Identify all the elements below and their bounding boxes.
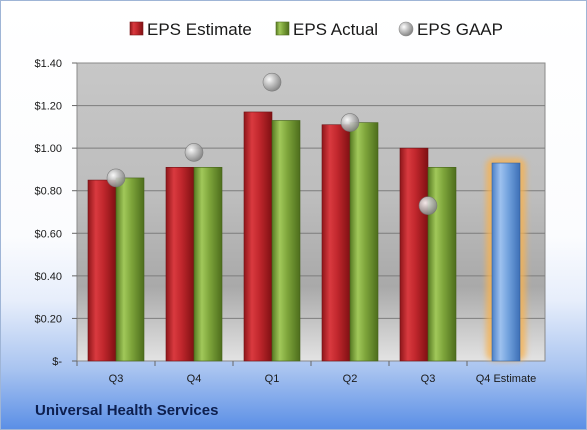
marker-eps-gaap [340,113,360,132]
x-tick-label: Q1 [265,373,280,385]
y-tick-label: $0.40 [34,271,62,283]
bar-eps-actual [193,167,223,362]
legend-label-gaap: EPS GAAP [417,20,503,39]
bars [87,111,526,362]
bar-eps-estimate [165,167,195,362]
bar-eps-actual [271,120,301,362]
y-tick-label: $- [52,356,62,368]
legend-label-estimate: EPS Estimate [147,20,252,39]
bar-eps-estimate [321,124,351,362]
marker-eps-gaap [106,168,126,188]
legend-item-gaap: EPS GAAP [398,20,503,39]
bar-eps-actual [427,167,457,362]
bar-eps-actual [115,177,145,362]
x-tick-label: Q4 Estimate [476,373,537,385]
marker-eps-gaap [418,196,438,215]
y-tick-label: $0.60 [34,228,62,240]
x-tick-label: Q2 [343,373,358,385]
bar-forecast [491,162,521,362]
legend-label-actual: EPS Actual [293,20,378,39]
y-tick-label: $1.20 [34,101,62,113]
gridlines [77,105,545,319]
y-tick-label: $1.00 [34,143,62,155]
x-tick-label: Q4 [187,373,202,385]
legend-swatch-estimate [129,21,144,36]
x-axis: Q3 Q4 Q1 Q2 Q3 Q4 Estimate [76,361,537,385]
bar-eps-estimate [399,147,429,362]
x-tick-label: Q3 [109,373,124,385]
gaap-markers [106,72,438,215]
y-tick-label: $1.40 [34,58,62,70]
y-axis: $- $0.20 $0.40 $0.60 $0.80 $1.00 $1.20 $1.40 [34,58,77,368]
y-tick-label: $0.80 [34,186,62,198]
legend-swatch-gaap [398,21,414,37]
legend-item-estimate: EPS Estimate [129,20,252,39]
y-tick-label: $0.20 [34,313,62,325]
marker-eps-gaap [184,143,204,162]
company-name: Universal Health Services [35,402,219,419]
legend-item-actual: EPS Actual [275,20,378,39]
bar-eps-estimate [243,111,273,362]
marker-eps-gaap [262,72,282,92]
legend-swatch-actual [275,21,290,36]
x-tick-label: Q3 [421,373,436,385]
bar-eps-estimate [87,179,117,362]
plot-area [76,62,546,362]
bar-eps-actual [349,122,379,362]
legend: EPS Estimate EPS Actual EPS GAAP [129,20,503,39]
